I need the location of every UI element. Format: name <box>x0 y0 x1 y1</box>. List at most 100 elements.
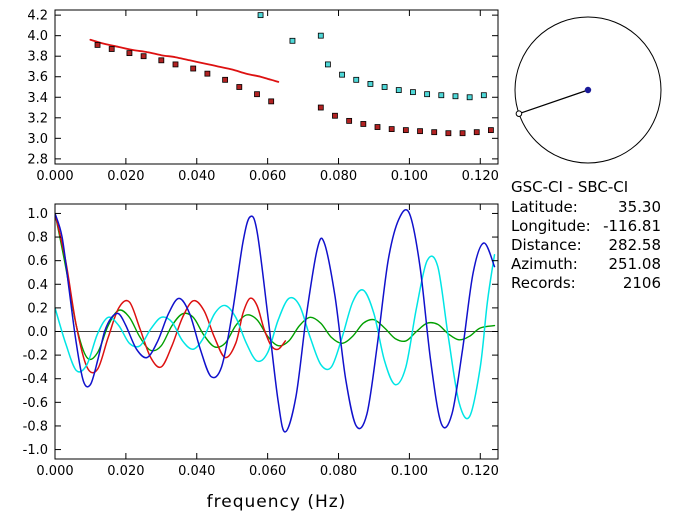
x-tick-label: 0.060 <box>249 169 286 184</box>
axis-frame <box>54 9 499 165</box>
marker-measured-velocity-cyan-squares <box>353 76 360 83</box>
marker-measured-velocity-red-squares <box>346 117 353 124</box>
x-tick-label: 0.100 <box>391 464 428 479</box>
info-row-records: Records: 2106 <box>511 274 661 293</box>
series-reference-dispersion-curve <box>89 38 280 83</box>
marker-measured-velocity-red-squares <box>374 124 381 130</box>
marker-measured-velocity-red-squares <box>459 130 466 137</box>
y-tick-label: 3.6 <box>27 70 48 85</box>
x-tick-label: 0.120 <box>462 169 499 184</box>
info-row-longitude: Longitude: -116.81 <box>511 217 661 236</box>
y-tick-label: 3.8 <box>27 50 48 65</box>
info-row-azimuth: Azimuth: 251.08 <box>511 255 661 274</box>
marker-measured-velocity-red-squares <box>140 53 147 60</box>
x-tick-label: 0.000 <box>36 464 73 479</box>
marker-measured-velocity-red-squares <box>190 65 197 72</box>
x-tick-label: 0.000 <box>36 169 73 184</box>
distance-label: Distance: <box>511 236 582 254</box>
azimuth-value: 251.08 <box>608 255 662 273</box>
marker-measured-velocity-cyan-squares <box>367 81 374 87</box>
y-tick-label: -0.6 <box>23 396 48 411</box>
x-tick-label: 0.060 <box>249 464 286 479</box>
x-tick-label: 0.120 <box>462 464 499 479</box>
marker-measured-velocity-red-squares <box>204 70 211 77</box>
marker-measured-velocity-cyan-squares <box>257 12 264 19</box>
marker-measured-velocity-cyan-squares <box>395 87 402 93</box>
longitude-label: Longitude: <box>511 217 591 235</box>
info-row-distance: Distance: 282.58 <box>511 236 661 255</box>
marker-measured-velocity-red-squares <box>488 127 494 134</box>
x-tick-label: 0.020 <box>107 169 144 184</box>
marker-measured-velocity-red-squares <box>158 57 165 64</box>
y-tick-label: -0.4 <box>23 372 48 387</box>
series-trace-cyan <box>55 254 496 420</box>
marker-measured-velocity-cyan-squares <box>424 91 431 98</box>
y-tick-label: 0.2 <box>27 301 48 316</box>
series-group <box>55 209 496 433</box>
marker-measured-velocity-cyan-squares <box>466 94 473 101</box>
latitude-value: 35.30 <box>618 198 661 216</box>
x-axis-label: frequency (Hz) <box>207 492 347 512</box>
x-tick-label: 0.040 <box>178 464 215 479</box>
marker-measured-velocity-red-squares <box>445 130 452 137</box>
series-group <box>89 12 494 137</box>
series-trace-red <box>55 212 287 374</box>
y-tick-label: -0.8 <box>23 419 48 434</box>
marker-measured-velocity-red-squares <box>222 76 229 83</box>
marker-measured-velocity-red-squares <box>254 91 260 98</box>
x-tick-label: 0.080 <box>320 169 357 184</box>
y-tick-label: 2.8 <box>27 152 48 167</box>
azimuth-line <box>518 89 589 115</box>
records-value: 2106 <box>622 274 661 292</box>
x-tick-label: 0.040 <box>178 169 215 184</box>
x-tick-label: 0.080 <box>320 464 357 479</box>
distance-value: 282.58 <box>608 236 662 254</box>
marker-measured-velocity-cyan-squares <box>410 89 416 96</box>
marker-measured-velocity-red-squares <box>317 104 324 111</box>
y-tick-label: 3.2 <box>27 111 48 126</box>
marker-measured-velocity-red-squares <box>126 50 133 57</box>
marker-measured-velocity-red-squares <box>236 84 243 90</box>
station-pair-title: GSC-CI - SBC-CI <box>511 178 629 196</box>
marker-measured-velocity-cyan-squares <box>480 92 487 99</box>
x-tick-label: 0.020 <box>107 464 144 479</box>
azimuth-circle <box>514 16 662 164</box>
y-tick-label: 0.4 <box>27 278 48 293</box>
marker-measured-velocity-red-squares <box>268 98 275 105</box>
remote-station-dot <box>515 110 523 117</box>
x-tick-label: 0.100 <box>391 169 428 184</box>
center-station-dot <box>584 86 592 94</box>
azimuth-circle-indicator <box>514 16 662 164</box>
y-tick-label: 0.0 <box>27 325 48 340</box>
series-trace-blue <box>55 209 496 433</box>
dispersion-chart[interactable]: 0.000 0.020 0.040 0.060 0.080 0.100 0.120 2.8 3.… <box>0 0 510 192</box>
marker-measured-velocity-red-squares <box>431 129 438 136</box>
y-tick-label: 4.0 <box>27 29 48 44</box>
y-tick-label: 0.8 <box>27 231 48 246</box>
marker-measured-velocity-cyan-squares <box>381 84 388 90</box>
info-row-latitude: Latitude: 35.30 <box>511 198 661 217</box>
marker-measured-velocity-cyan-squares <box>317 32 324 39</box>
marker-measured-velocity-cyan-squares <box>452 93 459 100</box>
y-tick-label: 1.0 <box>27 207 48 222</box>
marker-measured-velocity-red-squares <box>108 46 115 52</box>
marker-measured-velocity-cyan-squares <box>339 71 345 78</box>
series-trace-green <box>55 212 496 361</box>
marker-measured-velocity-cyan-squares <box>438 92 445 99</box>
records-label: Records: <box>511 274 576 292</box>
spectra-chart[interactable]: 0.000 0.020 0.040 0.060 0.080 0.100 0.120 1.0 0.… <box>0 192 510 517</box>
marker-measured-velocity-red-squares <box>388 126 395 132</box>
y-tick-label: 3.4 <box>27 91 48 106</box>
marker-measured-velocity-red-squares <box>172 61 179 68</box>
marker-measured-velocity-red-squares <box>417 128 423 135</box>
marker-measured-velocity-cyan-squares <box>324 61 331 68</box>
y-tick-label: -1.0 <box>23 443 48 458</box>
y-tick-label: 0.6 <box>27 254 48 269</box>
marker-measured-velocity-cyan-squares <box>289 37 296 44</box>
longitude-value: -116.81 <box>603 217 661 235</box>
y-tick-label: 3.0 <box>27 132 48 147</box>
marker-measured-velocity-red-squares <box>360 121 367 127</box>
marker-measured-velocity-red-squares <box>332 112 338 119</box>
latitude-label: Latitude: <box>511 198 578 216</box>
marker-measured-velocity-red-squares <box>473 129 480 136</box>
